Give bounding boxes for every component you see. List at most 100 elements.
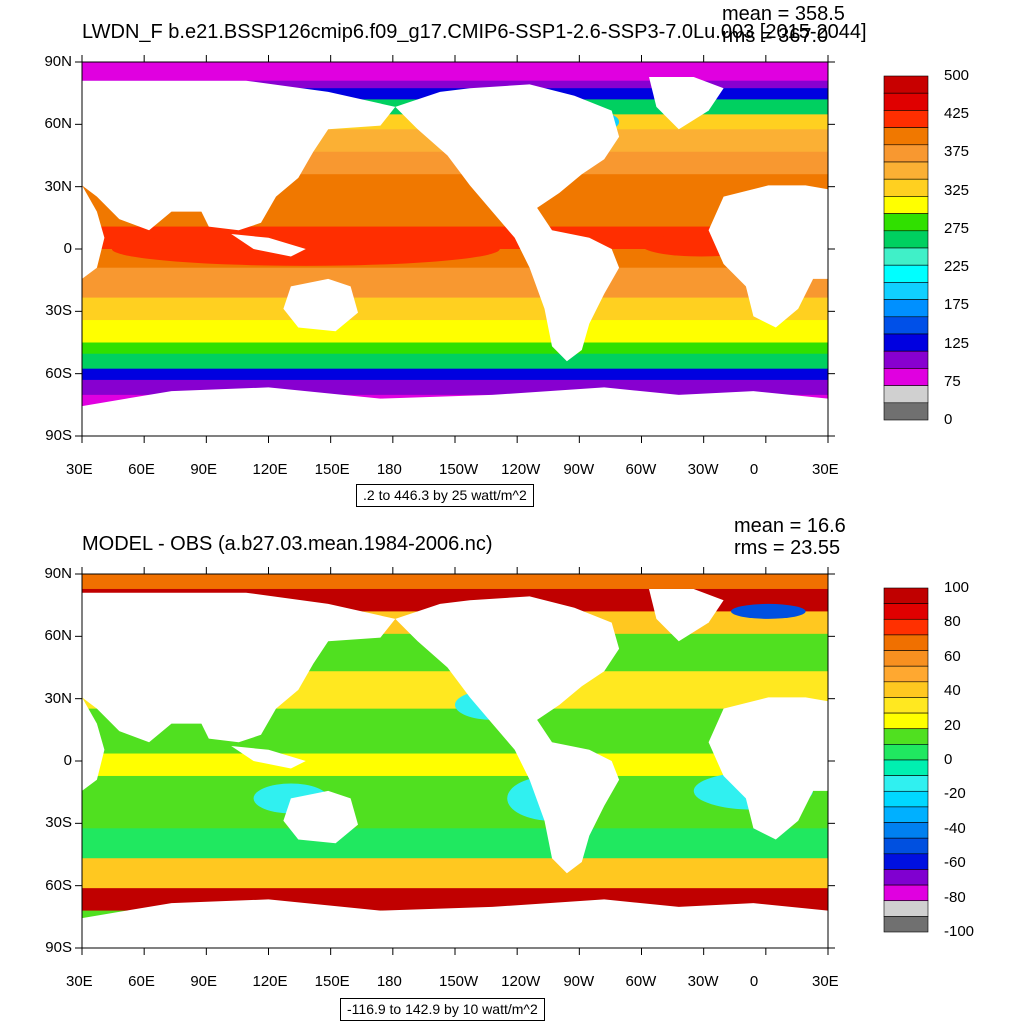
colorbar-box xyxy=(883,869,929,886)
landmass-africa2 xyxy=(708,697,828,840)
colorbar-box xyxy=(883,230,929,249)
landmass-antarctica xyxy=(82,387,828,436)
lon-tick-label: 60W xyxy=(625,461,657,478)
colorbar-box xyxy=(883,264,929,283)
lat-tick-label: 30N xyxy=(44,177,72,195)
bottom-contour-range: -116.9 to 142.9 by 10 watt/m^2 xyxy=(340,998,545,1021)
colorbar-box xyxy=(883,775,929,792)
lon-tick-label: 150W xyxy=(439,973,479,990)
top-mean-label: mean = 358.5 xyxy=(722,3,845,25)
landmass-eurasia xyxy=(82,592,396,743)
colorbar-box xyxy=(883,350,929,369)
field-band xyxy=(82,828,828,859)
colorbar-box xyxy=(883,161,929,180)
colorbar-label: 80 xyxy=(944,613,961,631)
lon-tick-label: 90W xyxy=(563,973,595,990)
colorbar-box xyxy=(883,853,929,870)
lat-tick-label: 0 xyxy=(63,240,72,257)
colorbar-label: 20 xyxy=(944,716,961,734)
lat-tick-label: 0 xyxy=(63,752,72,769)
bottom-map-panel: MODEL - OBS (a.b27.03.mean.1984-2006.nc)… xyxy=(0,512,1024,1024)
colorbar-box xyxy=(883,884,929,902)
colorbar-box xyxy=(883,650,929,667)
land-mask xyxy=(82,589,828,948)
colorbar-box xyxy=(883,92,929,111)
landmass-antarctica xyxy=(82,899,828,948)
colorbar-box xyxy=(883,744,929,761)
colorbar-box xyxy=(883,299,929,318)
colorbar-label: 0 xyxy=(944,411,953,428)
lat-tick-label: 30S xyxy=(45,302,72,320)
bottom-mean-label: mean = 16.6 xyxy=(734,515,846,537)
lon-tick-label: 30E xyxy=(812,461,839,478)
colorbar-box xyxy=(883,900,929,917)
colorbar-box xyxy=(883,385,929,404)
colorbar-box xyxy=(883,806,929,823)
colorbar-box xyxy=(883,681,929,698)
colorbar-box xyxy=(883,196,929,214)
colorbar-box xyxy=(883,822,929,839)
lon-tick-label: 180 xyxy=(376,461,402,478)
colorbar-label: 225 xyxy=(944,258,970,276)
top-map-title: LWDN_F b.e21.BSSP126cmip6.f09_g17.CMIP6-… xyxy=(82,21,867,43)
lon-tick-label: 90E xyxy=(190,973,218,990)
ocean-field xyxy=(82,62,828,436)
landmass-america xyxy=(395,596,620,874)
field-band xyxy=(82,574,828,590)
lon-tick-label: 60W xyxy=(625,973,657,990)
field-band xyxy=(82,267,828,299)
colorbar-box xyxy=(883,282,929,300)
landmass-australia xyxy=(283,790,358,844)
lat-tick-label: 90S xyxy=(45,427,72,444)
colorbar-label: 100 xyxy=(944,579,970,596)
top-map-panel: LWDN_F b.e21.BSSP126cmip6.f09_g17.CMIP6-… xyxy=(44,3,970,507)
colorbar-box xyxy=(883,127,929,146)
field-band xyxy=(82,353,828,370)
colorbar-label: -40 xyxy=(944,819,966,837)
lon-tick-label: 90W xyxy=(563,461,595,478)
lat-tick-label: 90N xyxy=(44,53,72,70)
colorbar-label: -20 xyxy=(944,785,966,803)
colorbar-box xyxy=(883,333,929,352)
lat-tick-label: 30N xyxy=(44,689,72,707)
bottom-map-title: MODEL - OBS (a.b27.03.mean.1984-2006.nc) xyxy=(82,533,493,555)
colorbar-label: 175 xyxy=(944,296,970,314)
lon-tick-label: 0 xyxy=(749,461,759,478)
lat-tick-label: 90S xyxy=(45,939,72,956)
colorbar-box xyxy=(883,697,929,714)
colorbar-box xyxy=(883,213,929,232)
colorbar-label: 0 xyxy=(944,751,953,768)
colorbar-box xyxy=(883,759,929,776)
lon-tick-label: 150E xyxy=(314,461,350,478)
colorbar-label: 125 xyxy=(944,334,970,352)
lon-tick-label: 180 xyxy=(376,973,402,990)
colorbar-box xyxy=(883,368,929,386)
colorbar-box xyxy=(883,618,929,636)
colorbar-label: 75 xyxy=(944,372,961,390)
lon-tick-label: 120W xyxy=(501,973,541,990)
field-band xyxy=(82,62,828,82)
field-band xyxy=(82,297,828,321)
colorbar-box xyxy=(883,144,929,163)
lon-tick-label: 120E xyxy=(252,461,288,478)
field-band xyxy=(82,320,828,343)
landmass-eurasia xyxy=(82,80,396,231)
colorbar-box xyxy=(883,178,929,197)
colorbar-box xyxy=(883,402,929,421)
colorbar-box xyxy=(883,790,929,808)
colorbar-box xyxy=(883,728,929,745)
landmass-africa2 xyxy=(708,185,828,328)
lon-tick-label: 30E xyxy=(66,461,93,478)
landmass-australia xyxy=(283,278,358,332)
top-contour-range: .2 to 446.3 by 25 watt/m^2 xyxy=(356,484,534,507)
lat-tick-label: 60S xyxy=(45,876,72,894)
lon-tick-label: 150W xyxy=(439,461,479,478)
lon-tick-label: 120W xyxy=(501,461,541,478)
colorbar-box xyxy=(883,316,929,335)
landmass-africa xyxy=(82,697,105,791)
landmass-indonesia xyxy=(231,746,306,769)
colorbar-label: 500 xyxy=(944,67,970,84)
lat-tick-label: 60N xyxy=(44,627,72,645)
lon-tick-label: 0 xyxy=(749,973,759,990)
lon-tick-label: 60E xyxy=(128,973,155,990)
